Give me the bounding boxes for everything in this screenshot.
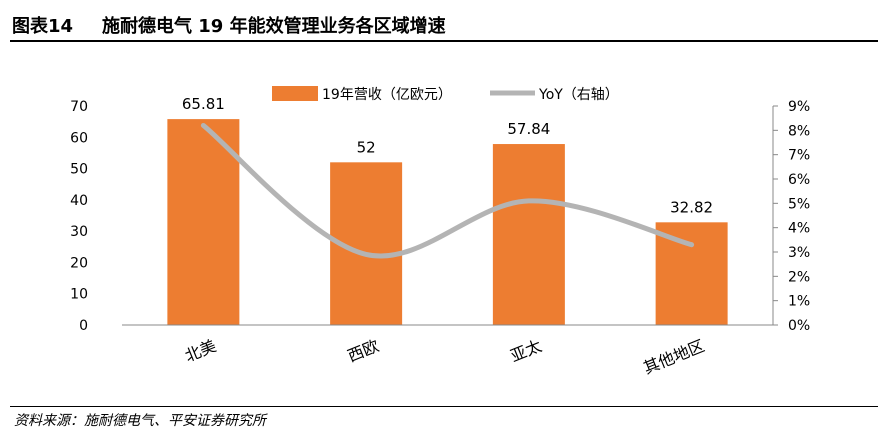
y-right-tick-label: 7% — [788, 148, 810, 164]
x-tick-label: 其他地区 — [641, 336, 707, 378]
y-right-tick-label: 4% — [788, 221, 810, 237]
figure-title: 施耐德电气 19 年能效管理业务各区域增速 — [102, 16, 446, 37]
data-label-西欧: 52 — [357, 138, 376, 156]
y-left-tick-label: 50 — [70, 162, 88, 178]
y-left-tick-label: 70 — [70, 99, 88, 115]
chart: 65.81 52 57.84 32.82 0 10 20 30 40 50 60 70 0% 1% 2% 3%… — [70, 86, 810, 378]
y-right-tick-label: 2% — [788, 269, 810, 285]
data-label-其他地区: 32.82 — [670, 198, 713, 216]
figure-number: 图表14 — [12, 16, 74, 37]
legend-line-label: YoY（右轴） — [538, 87, 619, 103]
y-right-tick-label: 6% — [788, 172, 810, 188]
y-right-tick-label: 0% — [788, 318, 810, 334]
y-left-tick-label: 40 — [70, 193, 88, 209]
y-left-tick-label: 60 — [70, 130, 88, 146]
data-label-亚太: 57.84 — [507, 120, 550, 138]
source-note: 资料来源：施耐德电气、平安证券研究所 — [14, 413, 266, 429]
y-left-tick-label: 30 — [70, 224, 88, 240]
bar-亚太 — [492, 144, 565, 325]
y-right-tick-label: 3% — [788, 245, 810, 261]
y-right-tick-label: 9% — [788, 99, 810, 115]
y-right-tick-label: 1% — [788, 294, 810, 310]
y-right-tick-label: 5% — [788, 196, 810, 212]
bar-其他地区 — [655, 222, 728, 325]
source-divider — [10, 406, 878, 407]
bar-北美 — [167, 119, 240, 326]
legend-bar-label: 19年营收（亿欧元） — [322, 87, 452, 103]
title-bar: 图表14 施耐德电气 19 年能效管理业务各区域增速 — [10, 6, 878, 42]
y-left-tick-label: 20 — [70, 255, 88, 271]
y-left-tick-label: 10 — [70, 287, 88, 303]
legend-bar-swatch — [272, 86, 318, 101]
data-label-北美: 65.81 — [182, 95, 225, 113]
y-right-tick-label: 8% — [788, 123, 810, 139]
y-left-tick-label: 0 — [79, 318, 88, 334]
yoy-line — [200, 122, 695, 259]
x-tick-label: 亚太 — [508, 336, 545, 366]
x-tick-label: 北美 — [182, 336, 219, 366]
x-tick-label: 西欧 — [345, 336, 382, 366]
